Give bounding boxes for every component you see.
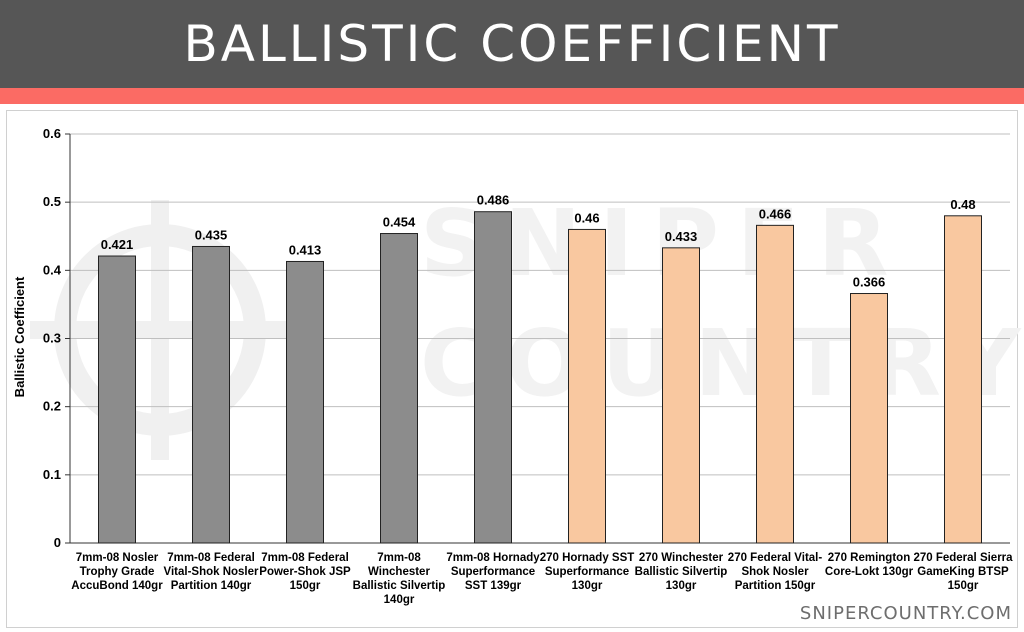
bar [474, 211, 512, 544]
data-label: 0.435 [195, 227, 228, 242]
x-category-label: 270 Hornady SST Superformance 130gr [540, 552, 635, 592]
data-label: 0.486 [477, 193, 510, 208]
x-category-label: 7mm-08 Federal Vital-Shok Nosler Partition… [163, 552, 259, 592]
bar [286, 260, 324, 544]
x-category-label: 7mm-08 Nosler Trophy Grade AccuBond 140gr [71, 552, 163, 592]
accent-divider [0, 88, 1024, 104]
bar [380, 233, 418, 544]
data-label: 0.433 [665, 229, 698, 244]
x-category-label: 270 Winchester Ballistic Silvertip 130gr [635, 552, 728, 592]
y-tick-label: 0.5 [43, 194, 61, 209]
chart-frame [6, 110, 1018, 628]
y-tick-label: 0.4 [43, 262, 62, 277]
y-tick-label: 0.1 [43, 467, 61, 482]
header-banner: BALLISTIC COEFFICIENT [0, 0, 1024, 88]
bar [98, 255, 136, 544]
bar [756, 224, 794, 544]
data-label: 0.421 [101, 237, 134, 252]
x-category-label: 270 Federal Vital-Shok Nosler Partition 1… [728, 552, 823, 592]
y-tick-label: 0 [54, 535, 61, 550]
x-category-label: 7mm-08 Federal Power-Shok JSP 150gr [259, 552, 351, 592]
x-axis-categories: 7mm-08 Nosler Trophy Grade AccuBond 140gr7… [71, 552, 1013, 606]
data-label: 0.466 [759, 206, 792, 221]
data-label: 0.413 [289, 242, 322, 257]
x-category-label: 7mm-08 Winchester Ballistic Silvertip 140gr [353, 552, 446, 606]
bar [662, 247, 700, 544]
x-category-label: 270 Remington Core-Lokt 130gr [825, 552, 914, 578]
crosshair-logo [30, 200, 290, 460]
data-label: 0.366 [853, 275, 886, 290]
x-category-label: 7mm-08 Hornady Superformance SST 139gr [446, 552, 540, 592]
bar [192, 245, 230, 544]
page-title: BALLISTIC COEFFICIENT [183, 15, 841, 73]
bar [944, 215, 982, 544]
footer-brand: SNIPERCOUNTRY.COM [799, 603, 1012, 624]
y-tick-label: 0.6 [43, 126, 61, 141]
y-axis-label: Ballistic Coefficient [12, 276, 27, 397]
data-labels: 0.421 0.435 0.413 0.454 0.486 0.46 0.433 0.466 0… [101, 193, 976, 290]
watermark-text-country: COUNTRY [420, 310, 1024, 417]
bar [568, 228, 606, 544]
bar [850, 293, 888, 544]
data-label: 0.48 [950, 197, 975, 212]
bars [98, 211, 982, 544]
y-tick-label: 0.3 [43, 331, 61, 346]
y-axis-ticks: 0 0.1 0.2 0.3 0.4 0.5 0.6 [43, 126, 70, 550]
x-category-label: 270 Federal Sierra GameKing BTSP 150gr [913, 552, 1013, 592]
data-label: 0.454 [383, 215, 416, 230]
data-label: 0.46 [574, 210, 599, 225]
y-tick-label: 0.2 [43, 399, 61, 414]
